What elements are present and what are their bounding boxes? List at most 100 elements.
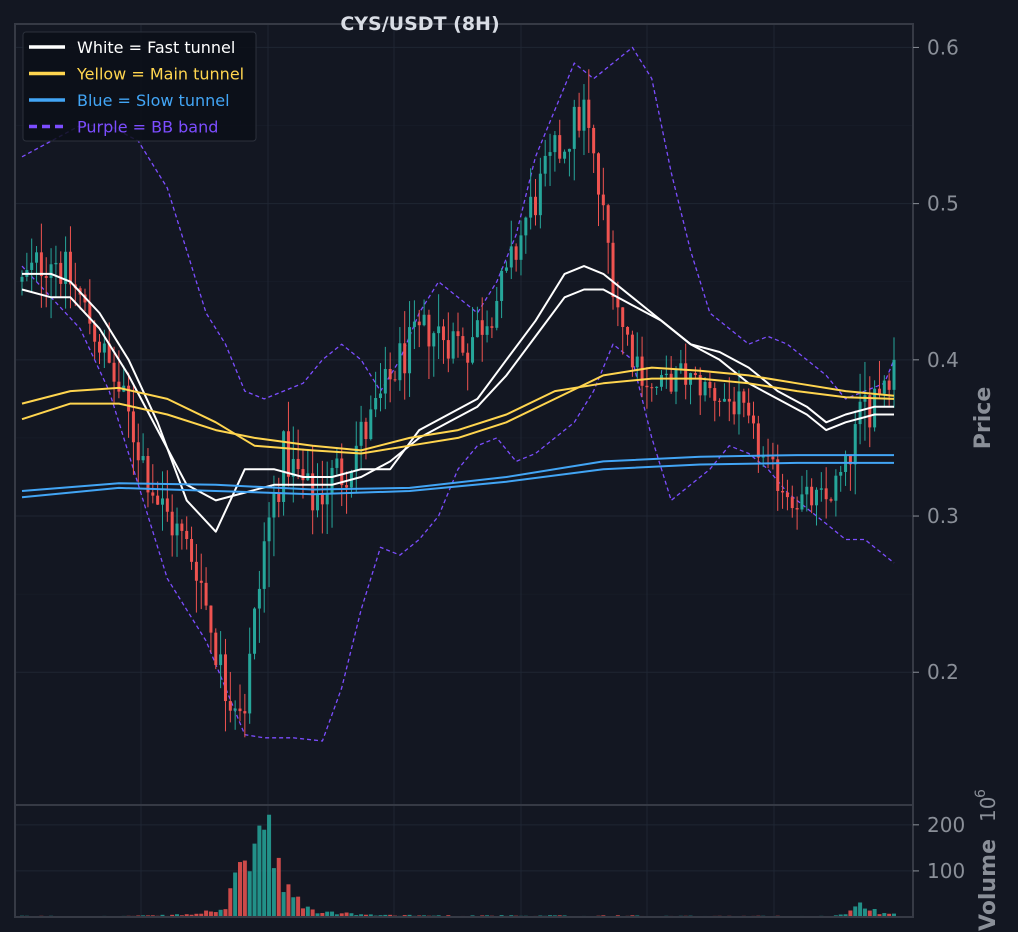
candle-body [20, 276, 24, 282]
legend-box [22, 31, 257, 142]
price-axis-ticks: 0.2 0.3 0.4 0.5 0.6 [913, 35, 959, 684]
candle-body [316, 493, 320, 511]
candle-body [422, 314, 426, 326]
candle-body [68, 251, 72, 285]
candle-body [669, 373, 673, 392]
volume-bar [315, 913, 320, 917]
chart-title: CYS/USDT (8H) [340, 13, 499, 35]
candle-body [378, 393, 382, 399]
candle-body [790, 497, 794, 509]
candle-body [475, 320, 479, 338]
candle-body [800, 494, 804, 510]
candle-body [490, 326, 494, 328]
candle-body [582, 99, 586, 131]
candle-body [882, 380, 886, 394]
candle-body [107, 343, 111, 363]
candle-body [262, 541, 266, 589]
candle-body [282, 431, 286, 502]
legend: White = Fast tunnel Yellow = Main tunnel B… [22, 31, 257, 142]
price-tick-label: 0.3 [927, 504, 959, 528]
candle-body [771, 456, 775, 460]
volume-bar [233, 872, 238, 917]
volume-axis-ticks: 100 200 [913, 813, 965, 883]
candle-body [456, 331, 460, 337]
candle-body [151, 492, 155, 496]
candle-body [708, 381, 712, 389]
volume-bar [194, 913, 199, 917]
volume-tick-label: 100 [927, 859, 965, 883]
candle-body [592, 127, 596, 154]
candle-body [684, 363, 688, 385]
candle-body [408, 327, 412, 374]
volume-bar [334, 914, 339, 917]
candle-body [500, 270, 504, 301]
candle-body [810, 486, 814, 506]
candle-body [873, 388, 877, 428]
legend-label: Yellow = Main tunnel [76, 65, 244, 84]
candle-body [471, 337, 475, 363]
candle-body [98, 341, 102, 353]
volume-bar [223, 909, 228, 917]
candle-body [814, 489, 818, 506]
candle-body [616, 297, 620, 308]
candle-body [795, 508, 799, 510]
volume-bar [247, 871, 252, 917]
candle-body [335, 458, 339, 468]
candle-body [858, 401, 862, 425]
candle-body [834, 475, 838, 501]
main-upper-line [21, 366, 895, 455]
candle-body [664, 373, 668, 376]
candle-body [630, 334, 634, 368]
candle-body [703, 381, 707, 396]
candle-body [601, 194, 605, 206]
candle-body [267, 517, 271, 542]
volume-bar [276, 857, 281, 917]
candle-body [451, 331, 455, 359]
candle-body [277, 493, 281, 502]
candle-body [495, 300, 499, 328]
candle-body [383, 368, 387, 394]
candle-body [398, 343, 402, 381]
candle-body [175, 523, 179, 536]
candle-body [199, 580, 203, 583]
candle-body [112, 362, 116, 382]
candle-body [59, 262, 63, 284]
volume-bar [853, 906, 858, 917]
candle-body [359, 421, 363, 446]
candle-body [548, 152, 552, 156]
candle-body [485, 326, 489, 335]
candle-body [117, 381, 121, 392]
volume-bar [305, 906, 310, 917]
candle-body [732, 401, 736, 415]
candle-body [127, 385, 131, 412]
candle-body [577, 106, 581, 131]
volume-bar [359, 914, 364, 917]
candle-body [892, 359, 896, 390]
volume-bar [257, 825, 262, 917]
candle-body [674, 369, 678, 392]
candle-body [374, 398, 378, 410]
volume-bar [407, 914, 412, 917]
candle-body [417, 321, 421, 326]
candle-body [160, 498, 164, 505]
candle-body [301, 469, 305, 481]
candle-body [165, 498, 169, 512]
candle-body [776, 459, 780, 491]
candle-body [698, 375, 702, 396]
volume-unit-label: 10 6 [973, 789, 1000, 822]
candle-body [563, 151, 567, 159]
candle-body [393, 379, 397, 381]
candle-body [185, 530, 189, 540]
volume-bar [838, 914, 843, 917]
candle-body [88, 302, 92, 324]
volume-bar [262, 829, 267, 917]
candle-body [626, 327, 630, 335]
volume-bar [237, 862, 243, 917]
candle-body [257, 588, 261, 609]
candle-body [747, 402, 751, 416]
volume-bar [208, 911, 213, 917]
candle-body [558, 135, 562, 159]
volume-bar [862, 908, 867, 917]
volume-bar [267, 814, 272, 917]
